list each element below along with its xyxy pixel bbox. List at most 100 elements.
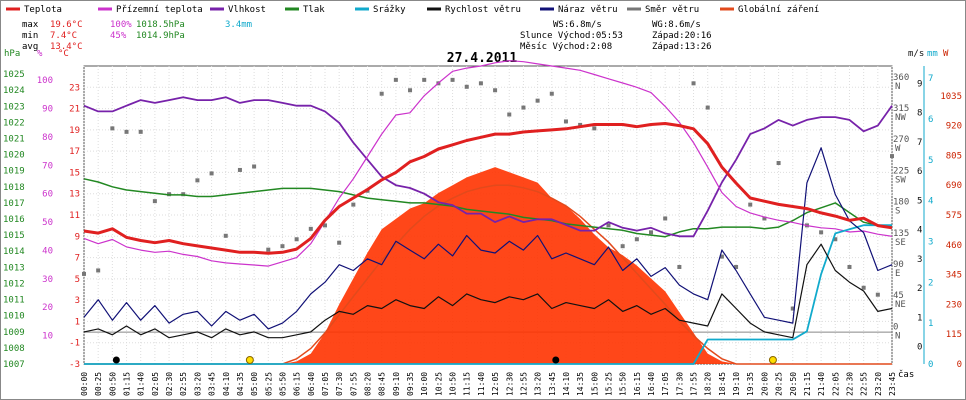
stat-max-label: max: [22, 20, 39, 30]
tick-mm: 4: [928, 197, 933, 207]
wind-dir-point: [493, 88, 498, 93]
radiation-max-line: [84, 184, 892, 365]
wind-gust-line: [83, 147, 893, 330]
tick-mm: 0: [928, 360, 933, 370]
tick-x: 01:15: [123, 372, 132, 396]
tick-w: 345: [946, 271, 962, 281]
info-moon-set: Západ:13:26: [652, 42, 712, 52]
tick-x: 03:45: [208, 372, 217, 396]
radiation-area: [84, 167, 892, 364]
wind-dir-point: [521, 105, 526, 110]
tick-degc: 19: [69, 126, 80, 136]
tick-x: 22:55: [860, 372, 869, 396]
rain-line: [84, 224, 892, 365]
wind-dir-point: [138, 129, 143, 134]
wind-dir-point: [450, 77, 455, 82]
wind-dir-point: [748, 202, 753, 207]
tick-degc: 23: [69, 83, 80, 93]
wind-dir-point: [649, 230, 654, 235]
wind-dir-point: [819, 230, 824, 235]
tick-ms: 8: [917, 109, 922, 119]
tick-ms: 5: [917, 196, 922, 206]
tick-hpa: 1007: [3, 360, 25, 370]
tick-w: 1035: [940, 92, 962, 102]
moon-marker: [552, 356, 560, 364]
wind-dir-point: [266, 247, 271, 252]
tick-dir-label: W: [895, 144, 901, 154]
tick-dir: 135: [893, 229, 909, 239]
tick-x: 11:15: [463, 372, 472, 396]
wind-dir-point: [393, 77, 398, 82]
tick-x: 01:40: [137, 372, 146, 396]
tick-ms: 1: [917, 313, 922, 323]
tick-x: 04:35: [236, 372, 245, 396]
stat-avg-label: avg: [22, 42, 38, 52]
info-ws: WS:6.8m/s: [553, 20, 602, 30]
sun-marker: [768, 356, 777, 364]
wind-dir-point: [337, 240, 342, 245]
wind-dir-point: [634, 237, 639, 242]
tick-degc: 9: [75, 232, 80, 242]
axes-layer: 1007100810091010101110121013101410151016…: [3, 66, 962, 396]
tick-x: 19:10: [732, 372, 741, 396]
tick-x: 00:00: [80, 372, 89, 396]
stat-min-press: 1014.9hPa: [136, 31, 185, 41]
tick-ms: 0: [917, 342, 922, 352]
tick-x: 12:55: [519, 372, 528, 396]
unit-ms: m/s: [908, 49, 924, 59]
wind-dir-point: [152, 199, 157, 204]
tick-hpa: 1023: [3, 102, 25, 112]
wind-dir-point: [82, 271, 86, 276]
tick-dir-label: SE: [895, 238, 906, 248]
tick-dir-label: N: [895, 82, 900, 92]
wind-dir-point: [606, 223, 611, 228]
wind-dir-point: [549, 91, 554, 96]
tick-hpa: 1022: [3, 118, 25, 128]
tick-x: 23:20: [874, 372, 883, 396]
tick-x: 10:25: [434, 372, 443, 396]
tick-x: 21:15: [803, 372, 812, 396]
wind-dir-point: [719, 254, 724, 259]
tick-dir-label: E: [895, 269, 900, 279]
tick-x: 23:45: [888, 372, 897, 396]
tick-x: 09:35: [406, 372, 415, 396]
tick-dir: 90: [893, 260, 904, 270]
wind-dir-point: [280, 244, 285, 249]
wind-dir-point: [620, 244, 625, 249]
tick-pct: 30: [42, 275, 53, 285]
tick-x: 21:40: [817, 372, 826, 396]
tick-w: 805: [946, 151, 962, 161]
wind-dir-point: [507, 112, 512, 117]
tick-x: 17:05: [661, 372, 670, 396]
stat-max-rain: 3.4mm: [225, 20, 252, 30]
tick-mm: 6: [928, 115, 933, 125]
wind-dir-point: [408, 88, 413, 93]
tick-ms: 2: [917, 284, 922, 294]
wind-dir-point: [890, 154, 894, 159]
tick-w: 115: [946, 330, 962, 340]
tick-ms: 4: [917, 226, 922, 236]
radiation-layer: [84, 167, 892, 365]
tick-w: 230: [946, 300, 962, 310]
stat-min-label: min: [22, 31, 38, 41]
legend: Teplota Přízemní teplota Vlhkost Tlak Srážky…: [6, 5, 819, 15]
wind-dir-point: [209, 171, 214, 176]
wind-dir-point: [96, 268, 101, 273]
tick-degc: -1: [69, 339, 80, 349]
tick-dir: 225: [893, 166, 909, 176]
tick-pct: 10: [42, 332, 53, 342]
tick-pct: 20: [42, 303, 53, 313]
tick-dir: 270: [893, 135, 909, 145]
temperature-line: [83, 122, 893, 255]
wind-dir-point: [535, 98, 540, 103]
tick-x: 12:05: [491, 372, 500, 396]
unit-mm: mm: [927, 49, 938, 59]
tick-degc: 7: [75, 254, 80, 264]
tick-dir-label: NE: [895, 300, 906, 310]
tick-mm: 7: [928, 74, 933, 84]
legend-label: Vlhkost: [228, 5, 266, 15]
tick-x: 13:20: [534, 372, 543, 396]
legend-label: Tlak: [303, 5, 325, 15]
tick-x: 12:30: [505, 372, 514, 396]
tick-degc: 13: [69, 190, 80, 200]
